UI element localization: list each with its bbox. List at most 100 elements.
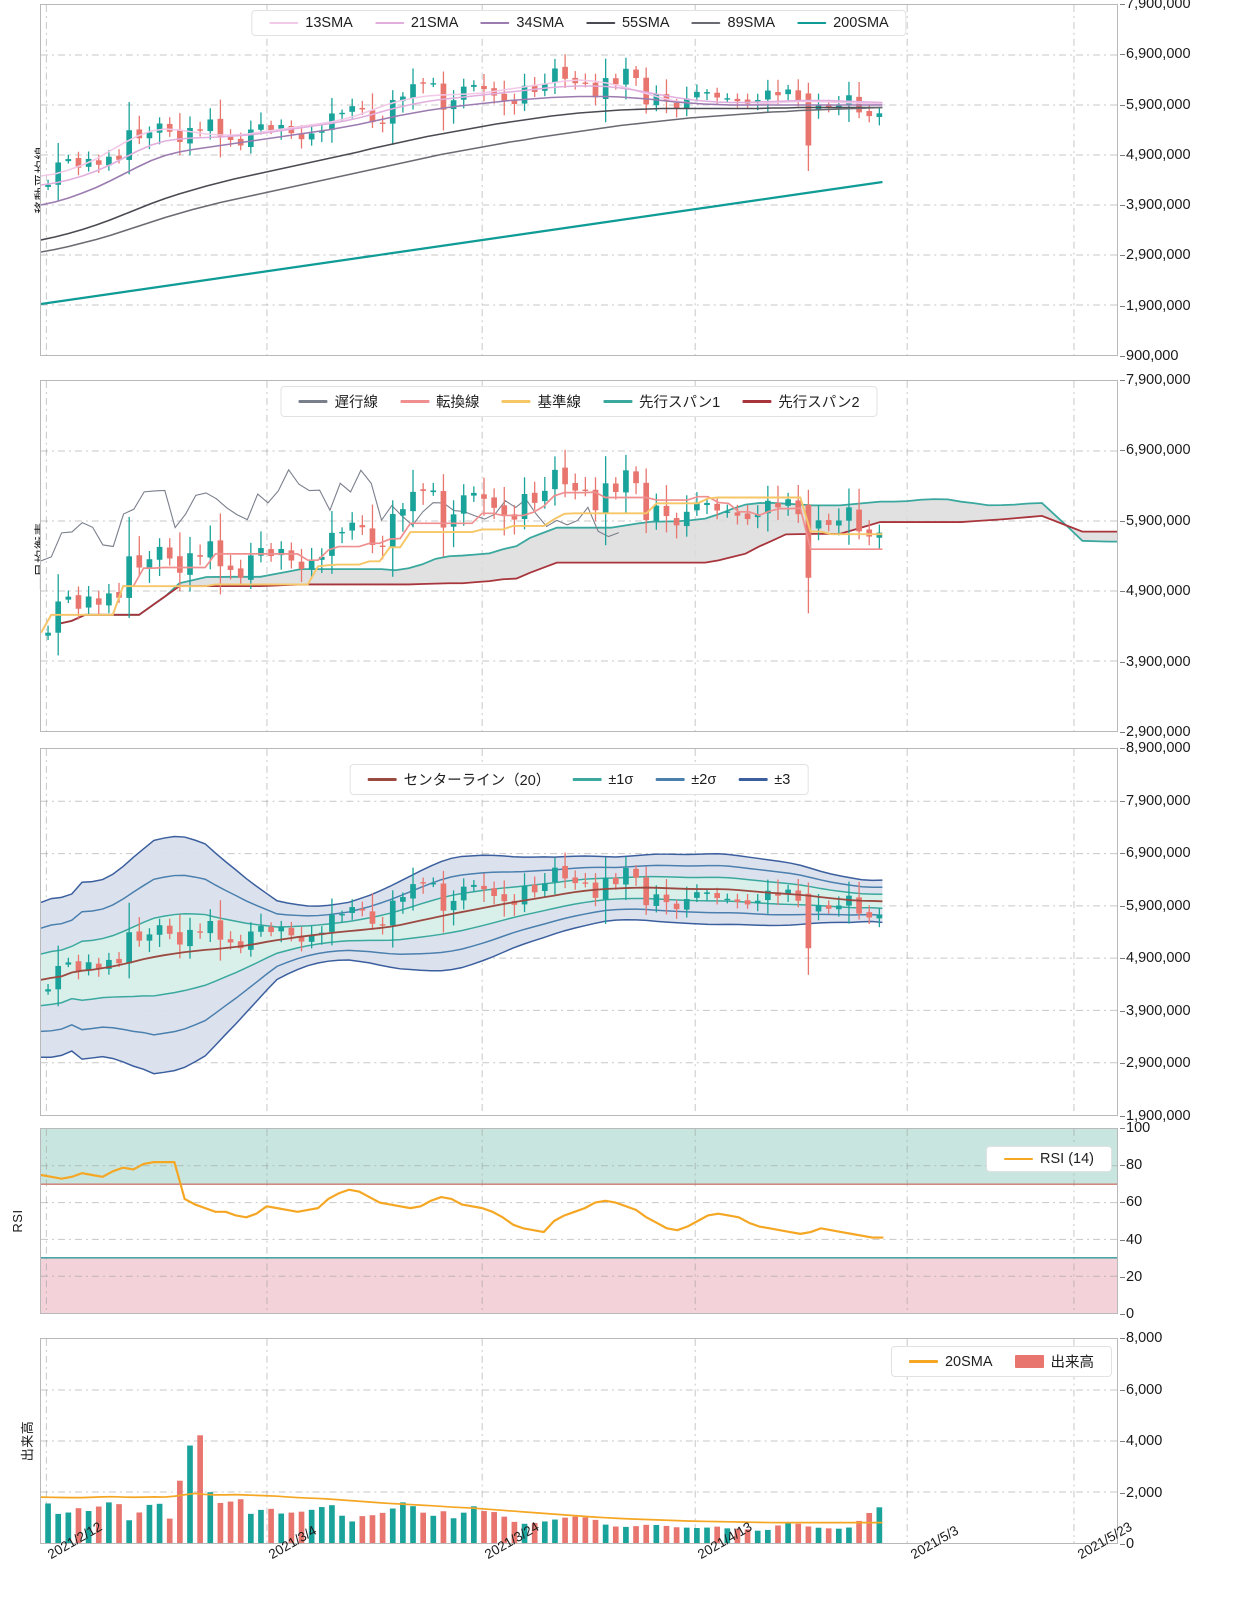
- legend-item-[interactable]: 転換線: [389, 390, 491, 413]
- y-axis-tick: 20: [1119, 1268, 1143, 1285]
- legend-swatch-line: [399, 400, 429, 403]
- legend-item-13sma[interactable]: 13SMA: [258, 14, 364, 32]
- panel-bollinger-plot: [40, 748, 1118, 1116]
- legend-item-89sma[interactable]: 89SMA: [681, 14, 787, 32]
- y-axis-tick: 7,900,000: [1120, 792, 1191, 809]
- legend-swatch-line: [738, 778, 768, 781]
- legend-item-3[interactable]: ±3: [727, 771, 801, 789]
- legend-label: ±3: [774, 771, 791, 788]
- moving-average-svg: [41, 5, 1117, 355]
- legend-label: 遅行線: [334, 395, 378, 411]
- y-axis-tick: 0: [1119, 1306, 1135, 1322]
- legend-swatch-line: [269, 21, 299, 25]
- volume-svg: [41, 1339, 1117, 1543]
- legend-item-21sma[interactable]: 21SMA: [364, 14, 470, 32]
- panel-moving-average-plot: [40, 4, 1118, 356]
- bollinger-svg: [41, 749, 1117, 1115]
- y-axis-tick: 3,900,000: [1120, 1002, 1191, 1019]
- legend-label: RSI (14): [1040, 1151, 1094, 1167]
- legend-swatch-line: [602, 400, 632, 403]
- y-axis-tick: 2,900,000: [1120, 724, 1191, 740]
- panel-rsi: RSI RSI (14) 100 80 60 40 20 0: [10, 1120, 1150, 1322]
- y-axis-tick: 6,900,000: [1120, 46, 1191, 63]
- legend-swatch-line: [742, 400, 772, 403]
- panel-ichimoku-plot: [40, 380, 1118, 732]
- y-axis-tick: 7,900,000: [1120, 0, 1191, 12]
- panel-rsi-ylabel: RSI: [10, 1209, 26, 1233]
- legend-label: 基準線: [537, 395, 581, 411]
- legend-item-2[interactable]: ±2σ: [644, 771, 727, 789]
- y-axis-tick: 40: [1119, 1231, 1143, 1248]
- legend-item-[interactable]: 出来高: [1004, 1350, 1106, 1373]
- legend-label: 34SMA: [516, 15, 564, 31]
- yaxis-volume: 8,000 6,000 4,000 2,000 0: [1119, 1330, 1238, 1552]
- legend-bollinger[interactable]: センターライン（20） ±1σ ±2σ ±3: [349, 764, 809, 795]
- yaxis-bollinger: 8,900,000 7,900,000 6,900,000 5,900,000 4,90…: [1120, 740, 1238, 1124]
- legend-item-55sma[interactable]: 55SMA: [575, 14, 681, 32]
- legend-item-1[interactable]: ±1σ: [561, 771, 644, 789]
- legend-label: ±1σ: [608, 771, 634, 788]
- y-axis-tick: 60: [1119, 1194, 1143, 1211]
- y-axis-tick: 5,900,000: [1120, 96, 1191, 113]
- legend-item-2[interactable]: 先行スパン2: [731, 390, 870, 413]
- y-axis-tick: 4,900,000: [1120, 583, 1191, 600]
- yaxis-ichimoku: 7,900,000 6,900,000 5,900,000 4,900,000 3,90…: [1120, 372, 1238, 740]
- y-axis-tick: 8,000: [1119, 1330, 1163, 1346]
- panel-volume-ylabel: 出来高: [19, 1420, 35, 1462]
- legend-label: 21SMA: [410, 15, 459, 31]
- legend-swatch-line: [367, 778, 397, 781]
- legend-swatch-line: [298, 400, 328, 403]
- legend-item-20sma[interactable]: 20SMA: [898, 1353, 1004, 1371]
- legend-swatch-line: [908, 1360, 938, 1363]
- y-axis-tick: 1,900,000: [1120, 297, 1191, 314]
- y-axis-tick: 7,900,000: [1120, 372, 1191, 388]
- legend-swatch-line: [480, 21, 510, 25]
- y-axis-tick: 6,900,000: [1120, 442, 1191, 459]
- y-axis-tick: 4,900,000: [1120, 146, 1191, 163]
- ichimoku-svg: [41, 381, 1117, 731]
- legend-item-34sma[interactable]: 34SMA: [469, 14, 575, 32]
- legend-label: センターライン（20）: [403, 773, 551, 789]
- legend-label: 出来高: [1050, 1355, 1095, 1371]
- y-axis-tick: 4,900,000: [1120, 950, 1191, 967]
- legend-swatch-box: [1014, 1355, 1044, 1368]
- legend-label: ±2σ: [691, 771, 717, 788]
- legend-label: 13SMA: [305, 15, 353, 31]
- legend-moving-average[interactable]: 13SMA 21SMA 34SMA 55SMA 89SMA 200SMA: [251, 10, 907, 36]
- legend-swatch-line: [501, 400, 531, 403]
- legend-label: 転換線: [435, 395, 480, 411]
- y-axis-tick: 5,900,000: [1120, 897, 1191, 914]
- yaxis-moving-average: 7,900,000 6,900,000 5,900,000 4,900,000 3,90…: [1119, 0, 1238, 364]
- y-axis-tick: 900,000: [1119, 348, 1179, 364]
- y-axis-tick: 4,000: [1119, 1433, 1163, 1449]
- y-axis-tick: 2,900,000: [1120, 1055, 1191, 1072]
- legend-item-1[interactable]: 先行スパン1: [592, 390, 731, 413]
- panel-bollinger: ボリンジャーバンド センターライン（20）±1σ±2σ±3 8,900,0007…: [40, 740, 1191, 1124]
- y-axis-tick: 6,000: [1119, 1381, 1163, 1398]
- legend-rsi[interactable]: RSI (14): [986, 1146, 1112, 1172]
- legend-label: 55SMA: [621, 15, 670, 31]
- legend-volume[interactable]: 20SMA 出来高: [890, 1346, 1112, 1377]
- legend-ichimoku[interactable]: 遅行線 転換線 基準線 先行スパン1 先行スパン2: [280, 386, 878, 417]
- panel-volume: 出来高 20SMA 出来高 8,000 6,000 4,000 2,000 0: [20, 1330, 1163, 1552]
- y-axis-tick: 100: [1119, 1120, 1151, 1136]
- legend-item-200sma[interactable]: 200SMA: [786, 14, 900, 32]
- y-axis-tick: 3,900,000: [1120, 197, 1191, 214]
- y-axis-tick: 1,900,000: [1120, 1108, 1191, 1124]
- legend-swatch-line: [585, 21, 615, 25]
- legend-swatch-line: [572, 778, 602, 781]
- legend-swatch-line: [1004, 1157, 1033, 1161]
- legend-item-[interactable]: 基準線: [490, 390, 592, 413]
- x-axis: 2021/2/12 2021/3/4 2021/3/24 2021/4/13 2021/…: [40, 1519, 1134, 1600]
- y-axis-tick: 8,900,000: [1120, 740, 1191, 756]
- yaxis-rsi: 100 80 60 40 20 0: [1119, 1120, 1238, 1322]
- legend-label: 89SMA: [727, 15, 776, 31]
- legend-item-rsi14[interactable]: RSI (14): [993, 1150, 1105, 1168]
- legend-item-[interactable]: 遅行線: [287, 390, 389, 413]
- legend-item-20[interactable]: センターライン（20）: [357, 768, 562, 791]
- legend-swatch-line: [691, 21, 721, 25]
- legend-swatch-line: [374, 21, 404, 25]
